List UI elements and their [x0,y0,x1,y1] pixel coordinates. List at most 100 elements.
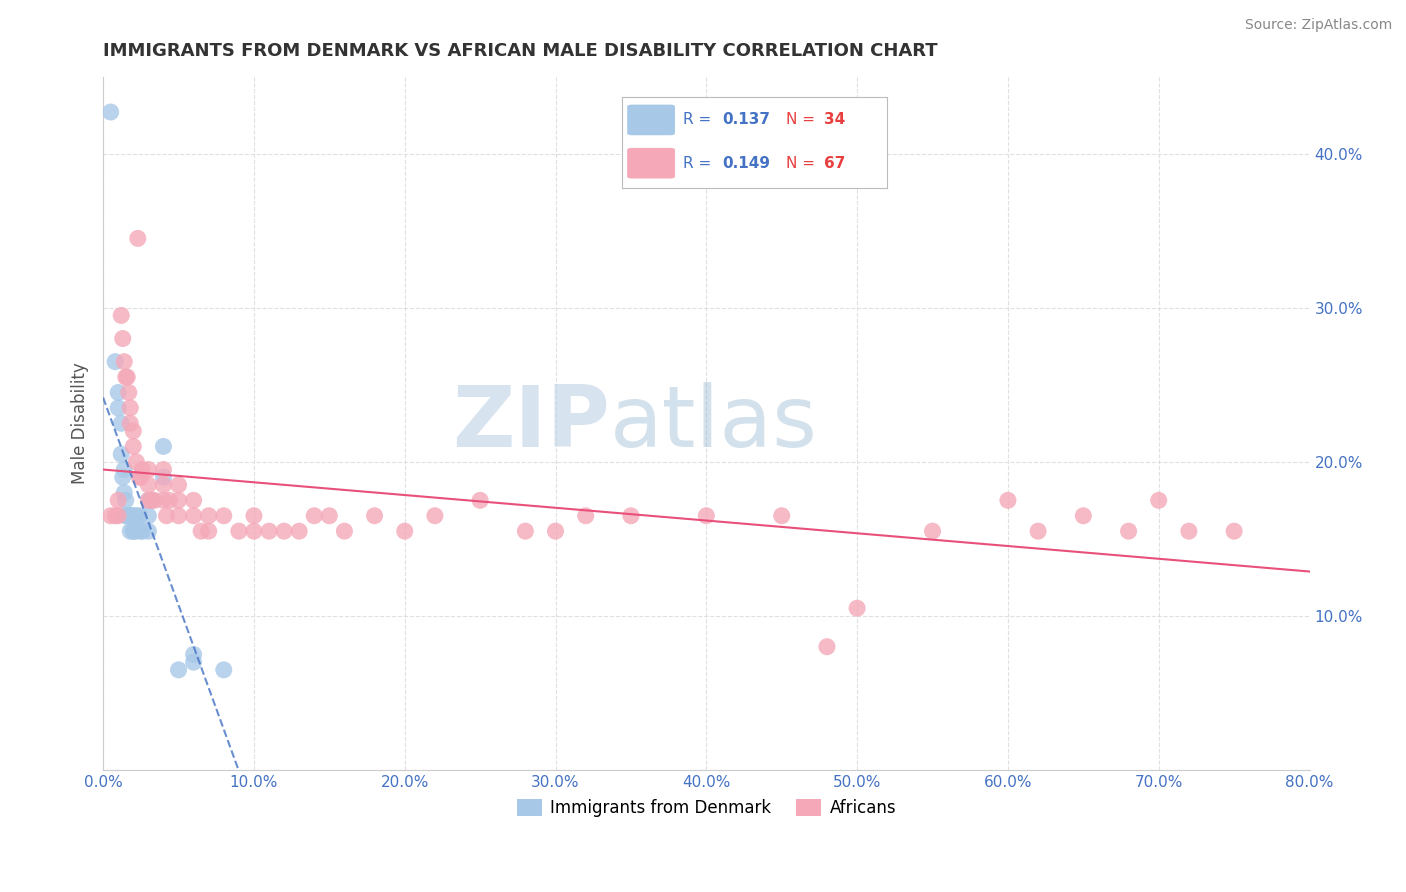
Point [138,493,160,508]
Y-axis label: Male Disability: Male Disability [72,362,89,484]
Point [363,508,385,523]
Point [122,524,145,538]
Point [104,508,127,523]
Point [273,524,295,538]
Point [138,493,160,508]
Point [112,462,135,476]
Point [117,370,139,384]
Point [122,424,145,438]
Point [288,524,311,538]
Point [1026,524,1049,538]
Point [120,524,142,538]
Point [243,508,266,523]
Point [100,105,122,120]
Point [120,508,142,523]
Point [695,508,717,523]
Point [107,401,129,415]
Point [129,524,152,538]
Point [183,508,205,523]
Point [243,524,266,538]
Point [167,493,190,508]
Point [128,470,150,484]
Point [152,478,174,492]
Point [167,478,190,492]
Point [111,332,134,346]
Point [1118,524,1140,538]
Point [114,493,136,508]
Point [117,508,139,523]
Point [114,370,136,384]
Point [152,493,174,508]
Point [125,455,148,469]
Point [575,508,598,523]
Point [1178,524,1201,538]
Point [620,508,643,523]
Point [138,478,160,492]
Point [118,508,141,523]
Point [1071,508,1094,523]
Text: ZIP: ZIP [453,382,610,465]
Point [138,508,160,523]
Point [125,524,148,538]
Point [846,601,869,615]
Point [128,508,150,523]
Point [183,655,205,669]
Point [110,417,132,431]
Point [143,493,166,508]
Point [997,493,1019,508]
Point [129,470,152,484]
Point [111,470,134,484]
Point [152,462,174,476]
Point [1223,524,1246,538]
Point [110,447,132,461]
Point [152,470,174,484]
Point [515,524,537,538]
Point [159,493,181,508]
Point [104,354,127,368]
Point [304,508,326,523]
Legend: Immigrants from Denmark, Africans: Immigrants from Denmark, Africans [510,793,903,824]
Point [468,493,491,508]
Point [1147,493,1170,508]
Point [228,524,250,538]
Point [152,439,174,453]
Point [921,524,943,538]
Point [197,524,219,538]
Point [212,508,235,523]
Point [190,524,212,538]
Point [183,648,205,662]
Point [131,524,153,538]
Point [121,508,143,523]
Point [120,401,142,415]
Point [141,493,163,508]
Point [122,439,145,453]
Point [118,385,141,400]
Point [122,508,145,523]
Point [167,663,190,677]
Point [112,485,135,500]
Point [138,524,160,538]
Point [815,640,838,654]
Text: Source: ZipAtlas.com: Source: ZipAtlas.com [1244,18,1392,32]
Point [107,508,129,523]
Point [100,508,122,523]
Point [318,508,340,523]
Point [257,524,280,538]
Point [138,462,160,476]
Point [110,309,132,323]
Point [333,524,356,538]
Point [197,508,219,523]
Point [125,508,148,523]
Point [212,663,235,677]
Text: IMMIGRANTS FROM DENMARK VS AFRICAN MALE DISABILITY CORRELATION CHART: IMMIGRANTS FROM DENMARK VS AFRICAN MALE … [103,42,938,60]
Point [114,508,136,523]
Point [141,493,163,508]
Point [112,354,135,368]
Point [122,524,145,538]
Point [107,385,129,400]
Point [183,493,205,508]
Point [107,493,129,508]
Point [155,508,177,523]
Point [127,231,149,245]
Point [770,508,793,523]
